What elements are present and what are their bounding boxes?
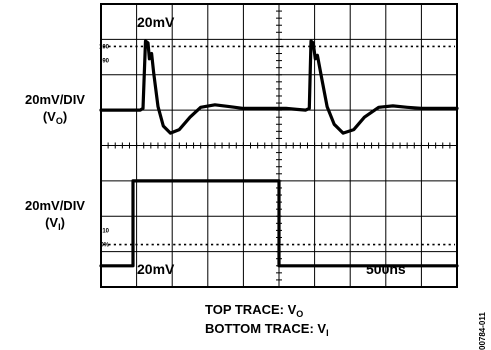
bottom-axis-label: 20mV/DIV — [25, 198, 85, 213]
top-trace-line — [99, 39, 459, 135]
bottom-axis-signal: (VI) — [45, 215, 65, 232]
figure-id: 00784-011 — [478, 312, 487, 350]
marker-label-top-upper: 100 — [99, 44, 110, 50]
time-per-div-label: 500ns — [366, 261, 406, 277]
top-axis-signal: (VO) — [43, 109, 67, 126]
bottom-trace-line — [99, 179, 459, 268]
top-trace-caption: TOP TRACE: VO — [205, 302, 303, 319]
traces — [99, 39, 459, 268]
top-axis-label: 20mV/DIV — [25, 92, 85, 107]
marker-label-bottom-upper: 10 — [102, 228, 109, 234]
marker-label-top-lower: 90 — [102, 59, 109, 65]
trace-markers: 100 90 10 0% — [99, 44, 110, 248]
bottom-inside-scale-label: 20mV — [137, 261, 175, 277]
bottom-trace-caption: BOTTOM TRACE: VI — [205, 321, 329, 338]
marker-label-bottom-lower: 0% — [100, 243, 109, 249]
top-inside-scale-label: 20mV — [137, 14, 175, 30]
